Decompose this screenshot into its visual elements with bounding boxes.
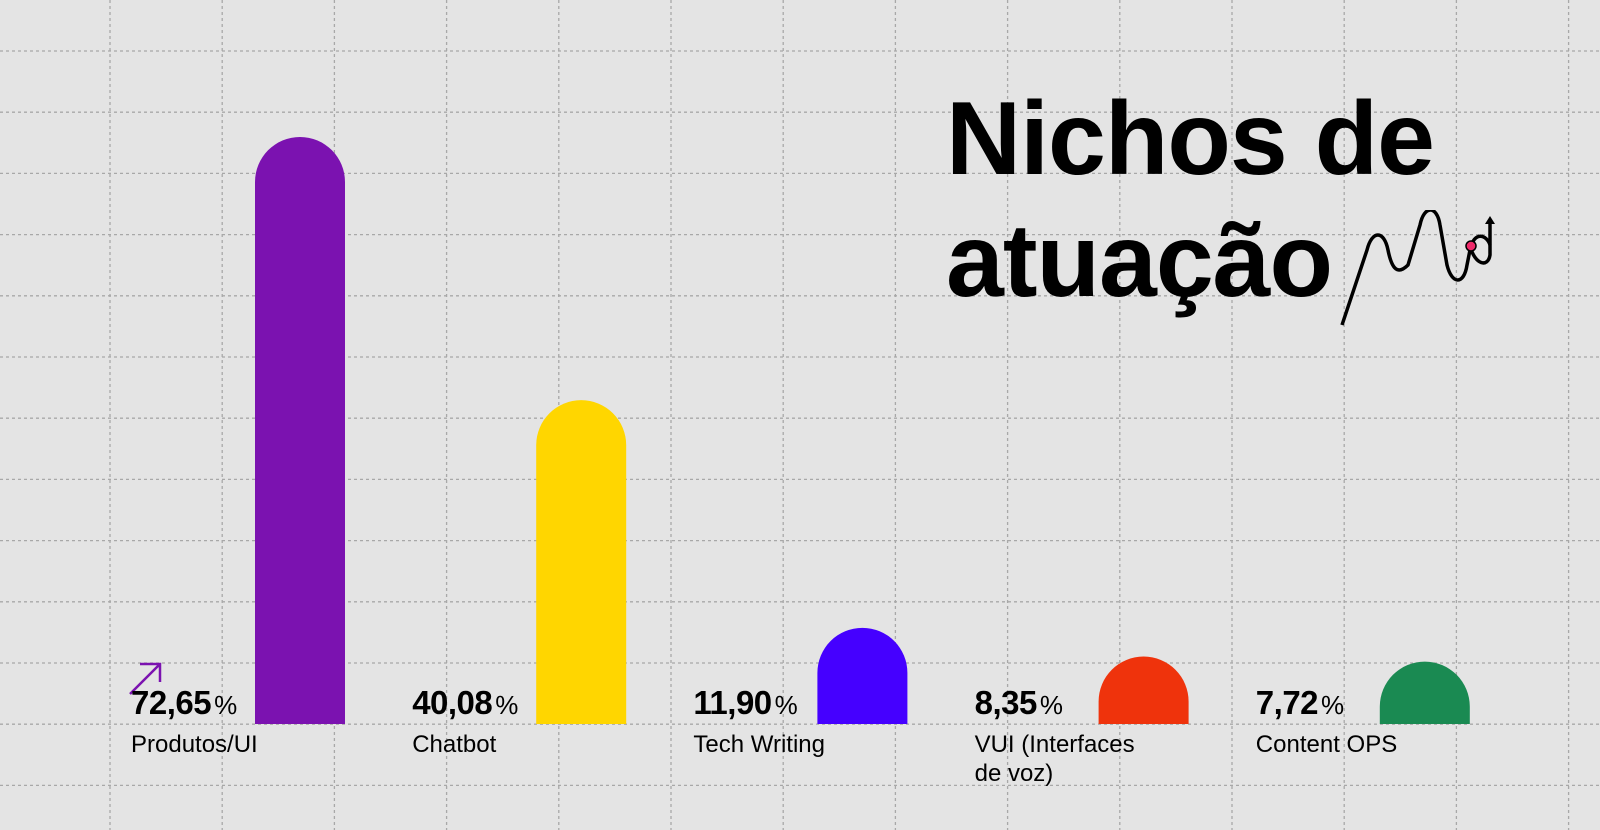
value-unit: % xyxy=(1321,690,1344,720)
value-unit: % xyxy=(214,690,237,720)
value-number: 8,35 xyxy=(974,684,1038,721)
bar-3 xyxy=(817,627,908,724)
value-number: 40,08 xyxy=(412,684,493,721)
title-line-2: atuação xyxy=(946,203,1333,319)
bar-5 xyxy=(1379,661,1470,724)
value-unit: % xyxy=(1039,690,1063,720)
value-number: 11,90 xyxy=(693,684,772,721)
squiggle-graph-icon xyxy=(1340,210,1495,326)
category-label-line: Tech Writing xyxy=(693,731,825,758)
category-label-line: de voz) xyxy=(974,760,1054,787)
category-label: Produtos/UI xyxy=(131,730,331,759)
value-label: 11,90% xyxy=(693,684,797,722)
category-label-line: Produtos/UI xyxy=(131,731,258,758)
category-label-line: VUI (Interfaces xyxy=(974,731,1135,758)
chart-title: Nichos de atuação xyxy=(946,78,1435,322)
bar-4 xyxy=(1098,656,1189,724)
category-label-line: Content OPS xyxy=(1255,731,1398,758)
bar-2 xyxy=(536,400,627,724)
category-label-line: Chatbot xyxy=(412,731,497,758)
category-label: Tech Writing xyxy=(693,730,893,759)
category-label: Chatbot xyxy=(412,730,612,759)
bar-1 xyxy=(255,137,345,724)
value-number: 7,72 xyxy=(1255,684,1319,721)
value-label: 72,65% xyxy=(131,684,237,722)
value-number: 72,65 xyxy=(131,684,212,721)
value-label: 8,35% xyxy=(975,684,1063,722)
value-label: 40,08% xyxy=(412,684,518,722)
arrow-up-right-icon xyxy=(129,662,162,695)
category-label: Content OPS xyxy=(1256,730,1456,759)
value-label: 7,72% xyxy=(1256,684,1344,722)
value-unit: % xyxy=(495,690,518,720)
title-line-1: Nichos de xyxy=(946,81,1435,197)
value-unit: % xyxy=(774,690,798,720)
category-label: VUI (Interfaces de voz) xyxy=(975,730,1175,788)
